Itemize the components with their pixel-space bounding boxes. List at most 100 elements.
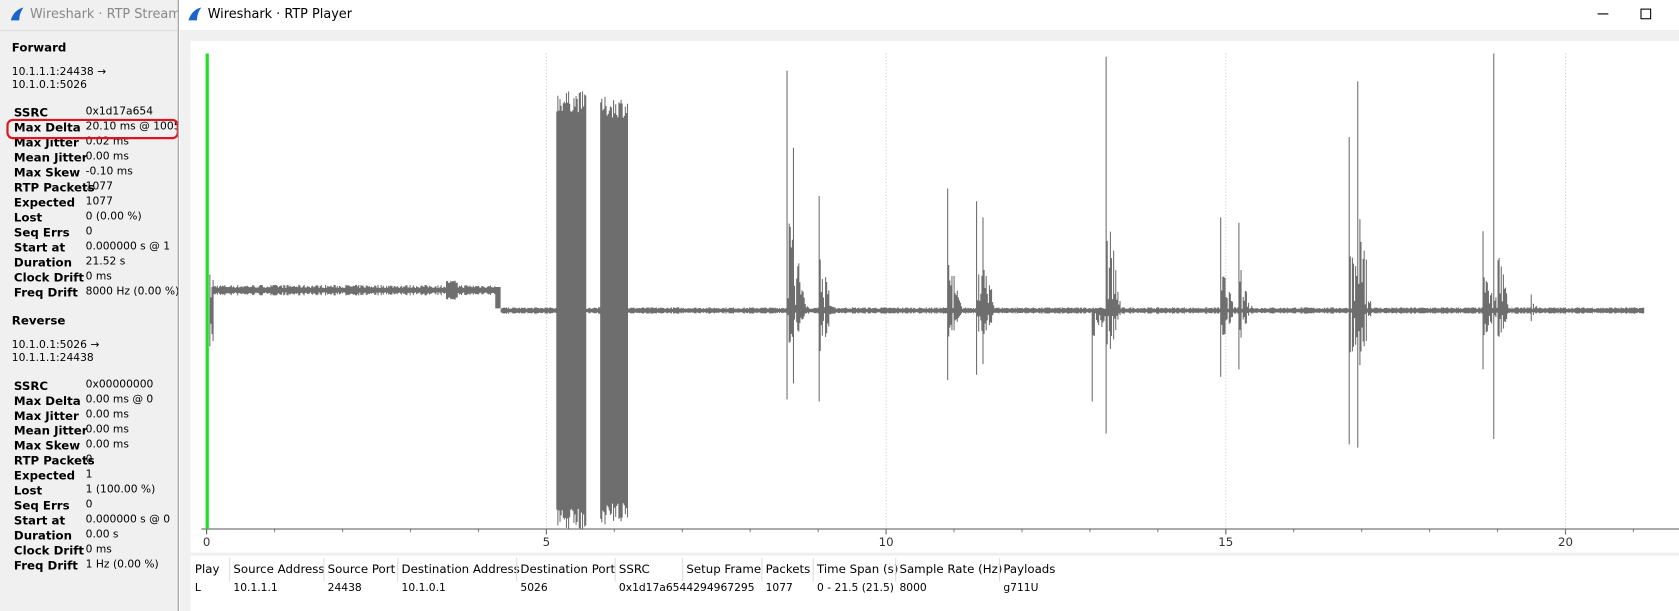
app-icon [188,7,202,21]
window-title: Wireshark · RTP Player [207,6,352,22]
column-header: Source Address [233,562,325,577]
column-separator [614,557,616,582]
stat-value: 0 ms [85,543,112,556]
endpoint: 10.1.1.1:24438 → [11,66,107,79]
table-cell: 24438 [327,582,362,595]
stat-label: Expected [13,195,76,210]
stat-label: Max Skew [13,165,81,180]
section-heading: Forward [11,40,67,55]
tick-label: 10 [879,535,894,549]
stat-value: 0 [85,454,93,466]
stat-value: 0 [85,225,93,238]
stat-value: 1077 [85,180,113,193]
stat-label: SSRC [13,379,49,393]
analysis-window: Wireshark · RTP Stream Anal Forward 10.1.… [0,0,179,611]
column-separator [761,557,763,582]
table-cell: g711U [1003,582,1039,595]
stat-label: RTP Packets [13,454,95,468]
column-separator [895,557,897,582]
stat-value: 0.000000 s @ 0 [85,513,171,526]
column-header: Source Port [327,562,396,577]
column-header: Sample Rate (Hz) [899,562,1003,577]
column-separator [812,557,814,582]
table-cell: 10.1.0.1 [401,582,446,595]
window-title: Wireshark · RTP Stream Anal [29,6,179,22]
stat-label: Start at [13,240,66,255]
app-icon [10,7,24,21]
column-separator [516,557,518,582]
stat-label: Start at [13,513,66,528]
stat-value: 0.02 ms [85,135,129,148]
tick-label: 20 [1558,535,1573,549]
maximize[interactable] [1640,8,1652,20]
column-header: Destination Address [401,562,520,577]
stat-label: Seq Errs [13,225,70,240]
table-cell: 5026 [520,582,548,595]
stat-value: 0 [85,498,93,511]
endpoint: 10.1.0.1:5026 [11,79,87,92]
endpoint: 10.1.1.1:24438 [11,352,94,365]
table-cell: 0x1d17a654 [618,582,687,595]
column-header: Play [194,562,220,577]
stat-value: -0.10 ms [85,165,133,178]
column-header: Payloads [1003,562,1056,577]
stat-label: Lost [13,484,43,498]
stat-value: 0 (0.00 %) [85,210,142,223]
stat-label: Freq Drift [13,285,78,300]
table-cell: 1077 [765,582,793,595]
table-cell: L [194,582,201,595]
stat-label: Max Delta [13,121,81,135]
column-header: Time Span (s) [817,562,899,577]
stat-value: 0.00 ms [85,150,129,163]
stat-value: 21.52 s [85,255,126,268]
stat-value: 0x00000000 [85,379,154,391]
table-cell: 0 - 21.5 (21.5) [817,582,894,595]
table-cell: 8000 [899,582,927,595]
stat-value: 0.00 ms [85,439,129,451]
column-header: Destination Port [520,562,616,577]
stat-label: Max Delta [13,394,81,408]
section-heading: Reverse [11,313,66,328]
window-controls[interactable] [1593,7,1657,22]
stat-label: Max Jitter [13,135,79,150]
stat-value: 8000 Hz (0.00 %) [85,285,179,298]
stat-value: 20.10 ms @ 1005 [85,121,179,133]
stat-value: 0 ms [85,270,112,283]
stat-label: Freq Drift [13,558,78,573]
title-bar [179,0,1679,30]
stat-label: Seq Errs [13,498,70,513]
stat-value: 0.00 ms [85,424,129,436]
column-separator [682,557,684,582]
tick-label: 5 [543,535,551,549]
stat-value: 0x1d17a654 [85,106,154,118]
stat-value: 0.00 ms @ 0 [85,394,154,406]
player-window: Wireshark · RTP Player 0 5 10 15 20 Play Sour… [179,0,1679,611]
column-header: SSRC [618,562,650,577]
plot-area [190,40,1679,553]
stat-value: 0.000000 s @ 1 [85,240,171,253]
stat-value: 0.00 s [85,528,119,541]
stat-label: Lost [13,210,43,225]
stat-label: Mean Jitter [13,150,88,165]
stream-table[interactable]: Play Source Address Source Port Destination… [190,555,1679,611]
highlight [6,118,178,140]
table-cell: 4294967295 [686,582,755,595]
endpoint: 10.1.0.1:5026 → [11,339,100,352]
playhead [205,53,209,529]
stat-label: Clock Drift [13,543,84,558]
tick-label: 0 [203,535,211,549]
waveform-plot: 0 5 10 15 20 [190,40,1679,553]
column-separator [323,557,325,582]
column-separator [229,557,231,582]
stat-label: Expected [13,469,76,483]
column-header: Setup Frame [686,562,762,577]
stat-value: 1 Hz (0.00 %) [85,558,159,571]
column-separator [397,557,399,582]
column-header: Packets [765,562,811,577]
tick-label: 15 [1218,535,1233,549]
stat-value: 0.00 ms [85,409,129,421]
stat-label: Duration [13,255,72,270]
stat-label: Max Skew [13,439,81,453]
stat-label: Duration [13,528,72,543]
